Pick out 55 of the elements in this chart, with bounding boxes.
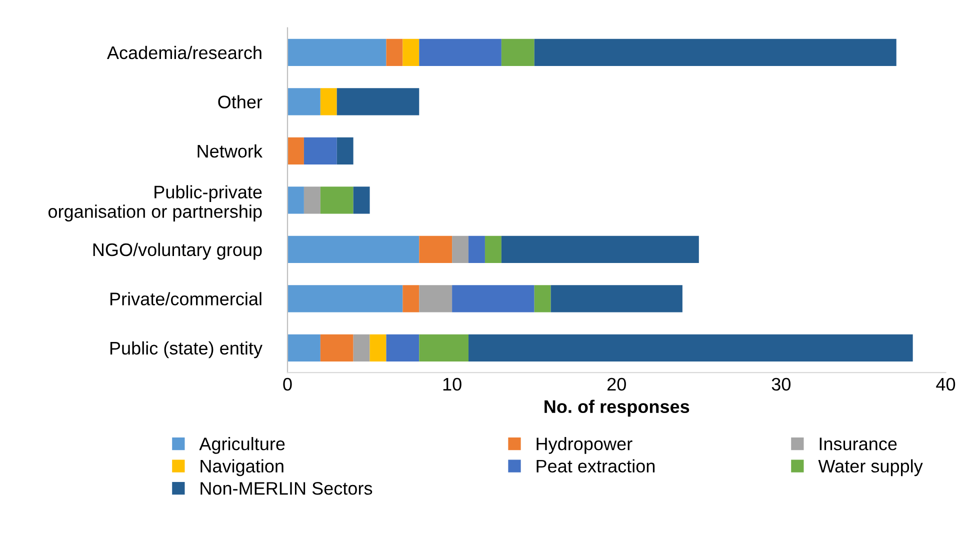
bar [370,334,386,362]
y-tick-label: Other [218,95,262,108]
legend-label: Agriculture [199,437,285,454]
bar [484,236,502,263]
bar [468,236,485,263]
y-tick-label: NGO/voluntary group [93,242,262,260]
bar [402,285,420,312]
y-tick-label: Private/commercial [110,292,262,306]
bar [320,88,337,116]
x-tick-label: 20 [607,378,626,391]
bar [304,186,320,214]
bar [320,186,354,214]
bar [320,334,354,362]
legend-label: Peat extraction [536,459,655,473]
bar [287,137,304,164]
bar [419,38,502,66]
bar [419,285,452,312]
bar [501,236,699,263]
bar [402,38,420,66]
x-tick-label: 10 [443,378,462,391]
bar [419,334,469,362]
bar [550,285,682,312]
x-tick-label: 30 [772,378,791,391]
bar [287,285,403,312]
y-tick-label: Public (state) entity [110,341,262,358]
bar [287,38,386,66]
bar [336,137,354,164]
bar [452,285,534,312]
bar [534,38,896,66]
bar [287,236,420,263]
x-tick-label: 0 [283,378,292,391]
bar [501,38,534,66]
bar [386,38,403,66]
y-tick-label: Public-private organisation or partnership [48,185,262,222]
bar [386,334,420,362]
bar [304,137,337,164]
bar [353,186,370,214]
bar [534,285,551,312]
bar [287,334,320,362]
y-tick-label: Network [198,144,263,158]
bar [353,334,370,362]
x-axis-title: No. of responses [544,400,690,417]
legend-label: Non-MERLIN Sectors [200,482,372,495]
bar [336,88,420,116]
x-tick-label: 40 [936,378,956,391]
y-tick-label: Academia/research [106,46,262,60]
legend-label: Hydropower [536,437,632,454]
legend-label: Insurance [820,438,897,450]
bar [419,236,452,263]
bar [452,236,469,263]
bar [287,88,320,116]
bar [287,186,304,214]
legend-label: Navigation [200,459,284,476]
legend-label: Water supply [818,459,923,476]
bar [468,334,913,362]
